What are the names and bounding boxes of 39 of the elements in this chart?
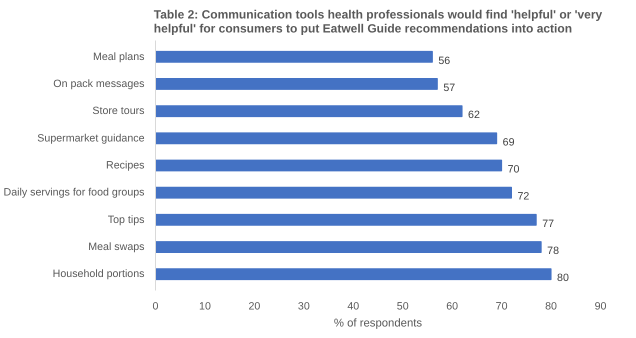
x-tick-label: 90 [594,300,606,312]
y-tick-label: Meal plans [92,50,145,63]
bar [156,241,542,253]
x-tick-label: 30 [298,300,310,312]
bar [156,78,438,90]
x-tick-label: 60 [446,300,458,312]
data-label: 69 [502,136,515,148]
y-tick-label: Meal swaps [88,241,145,254]
bar [156,132,498,144]
y-tick-label: On pack messages [53,78,145,90]
data-label: 56 [438,54,450,67]
x-tick-label: 80 [545,300,558,312]
y-tick-label: Daily servings for food groups [4,186,144,199]
bar [156,50,433,63]
y-tick-label: Recipes [106,160,144,172]
bar [156,214,537,226]
bar [156,160,502,172]
data-label: 57 [443,82,456,94]
chart-title: Table 2: Communication tools health professionals would find 'helpful' or 'very helpful' for consumers to put Eatwell Guide recommendations into action [154,8,603,36]
x-tick-label: 10 [199,300,211,312]
data-label: 78 [547,245,560,258]
data-label: 72 [518,190,530,203]
data-label: 80 [557,272,569,284]
x-tick-label: 20 [248,300,260,312]
x-axis-title: % of respondents [334,318,422,330]
y-tick-label: Store tours [92,105,145,118]
data-label: 62 [468,109,480,122]
x-tick-label: 40 [347,300,360,312]
y-tick-label: Supermarket guidance [37,132,145,144]
data-label: 70 [508,164,520,176]
y-tick-label: Top tips [108,214,145,226]
bar [156,186,512,199]
x-tick-label: 0 [152,300,159,312]
x-tick-label: 50 [396,300,409,312]
data-label: 77 [542,218,554,230]
bar [156,268,552,280]
y-tick-label: Household portions [52,268,145,280]
x-tick-label: 70 [496,300,508,312]
bar [156,105,463,118]
